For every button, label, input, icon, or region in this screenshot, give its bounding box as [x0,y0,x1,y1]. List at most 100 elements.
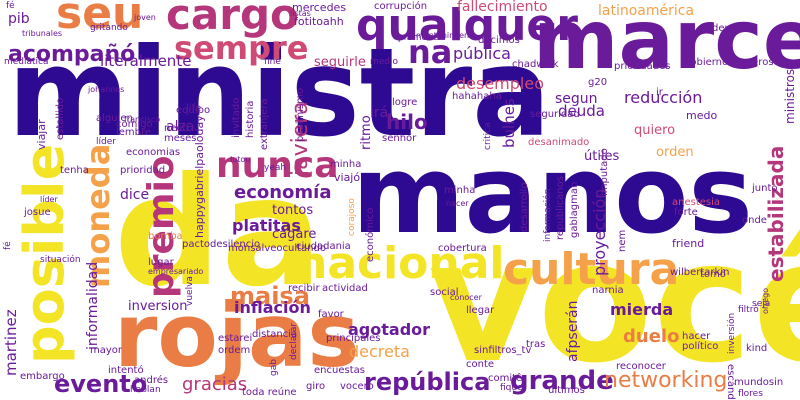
word-cobertura: narnia [592,285,624,296]
word-desarrollo: económico [365,207,376,262]
word-decreta: decreta [349,342,410,361]
word-prioridad: prioridad [120,165,166,176]
word-ministros: ministros [783,68,797,124]
word-agotador: agotador [348,320,431,339]
word-extranjera: extranjera [259,98,270,150]
word-tribunales: tribunales [22,29,63,38]
word-fotitoahh: fotitoahh [294,15,344,28]
word-bomba: bomba [148,231,183,242]
word-mierda: mierda [610,300,674,319]
word-gracias: gracias [182,374,248,395]
word-quiero: quiero [634,123,676,138]
word-acompano: acompañó [8,42,136,67]
word-wilbertarkin: friend [672,237,705,250]
word-seu: seu [56,0,144,39]
word-listas: listas [290,9,311,18]
word-favor: social [430,287,459,298]
word-ira: irá [370,105,389,121]
word-tras: llegar [466,305,495,316]
word-giro: vocero [340,381,374,392]
word-lutou: lutou [230,155,251,164]
word-prioridades: prioridades [614,61,671,72]
word-desempleo: desempleo [456,74,544,93]
word-martinez: martinez [2,309,20,376]
word-joven: joven [134,13,156,22]
word-politico: inversión [727,312,737,354]
word-forte: anestesia [672,197,721,208]
word-deus: deus [712,23,737,34]
word-evento: evento [54,370,148,398]
word-llegar: conte [466,359,495,370]
word-grande: grande [510,366,614,396]
word-comite: sinfiltros_tv [474,345,532,356]
word-ciudadania: cobertura [438,243,487,254]
word-critica: líder [96,137,116,147]
word-ir: ir [656,87,663,98]
word-toda: andrés [134,375,169,386]
word-maisa: maisa [230,282,310,310]
word-republica: república [364,368,491,396]
word-orden: orden [656,145,694,160]
word-tontos: tontos [272,203,314,218]
word-hacer: político [682,341,719,352]
word-inflacion: inflación [234,298,311,317]
word-fe: josue [24,207,51,218]
word-embargo: hablan [130,385,161,395]
word-encuestas: giro [306,381,326,392]
word-lembre: lembre [116,127,152,138]
word-platitas: platitas [232,216,301,235]
word-economico: corajoso [347,198,357,236]
word-chadwick: chadwick [512,59,559,70]
word-tomo: wilbertarkin [670,267,730,278]
word-principales: favor [318,309,344,320]
word-need: need [164,123,189,134]
word-segun: segun [555,91,598,107]
word-life: life [186,103,202,114]
word-hahahaha: hahahaha [452,91,502,102]
word-senhor: senhor [382,133,417,144]
word-bulnes: bulnes [500,98,518,148]
word-informalidad: informalidad [85,261,101,350]
word-pacto: ciudadania [296,241,351,252]
word-qualquer: qualquer [356,0,578,51]
word-gablagman: desarrollo [519,182,530,232]
word-intento: embargo [20,371,65,382]
word-mantenimiento: mantenimiento [416,31,478,40]
word-pib: pib [8,11,30,27]
word-kind: mundosin [734,377,784,388]
word-reduccion: reducción [624,88,703,107]
word-situacion: empresariado [148,267,204,276]
word-social: actividad [322,283,368,294]
word-conocer: conocer [450,293,482,302]
word-cagare: cagare [272,227,317,242]
word-seja: seja [752,299,771,309]
word-gritando: gritando [90,23,128,33]
word-distancia: principales [326,333,381,344]
word-fique: reconocer [616,361,666,372]
word-logre: logre [392,97,418,108]
word-friend: nem [617,229,628,252]
word-economia: economía [234,182,332,203]
word-hilo: hilo [386,110,428,134]
word-na: na [408,33,453,71]
word-pesimismo: pesimismo [295,87,306,142]
word-recibir: monsalveocultando [228,243,326,254]
word-fallecimiento: fallecimiento [457,0,548,15]
word-comigo: comigo [116,119,153,130]
word-viajo: viajó [334,171,361,184]
word-proyeccion: proyección [590,188,609,276]
word-latinoamerica: latinoamérica [598,3,695,19]
word-ordem: estarei [218,333,253,344]
word-tenha: tenha [60,165,89,176]
word-ritmo: ritmo [359,115,374,150]
word-mercedes: mercedes [292,1,347,14]
word-nacer: nacer [446,199,469,208]
word-andres: intentó [108,365,144,376]
word-nem: onde [742,215,767,226]
word-corrupcion: corrupción [374,1,428,12]
word-nacional: nacional [296,238,505,289]
word-seguridad: seguridad [530,109,580,120]
word-onde: junto [752,183,778,194]
word-viajar: viajar [35,119,48,150]
